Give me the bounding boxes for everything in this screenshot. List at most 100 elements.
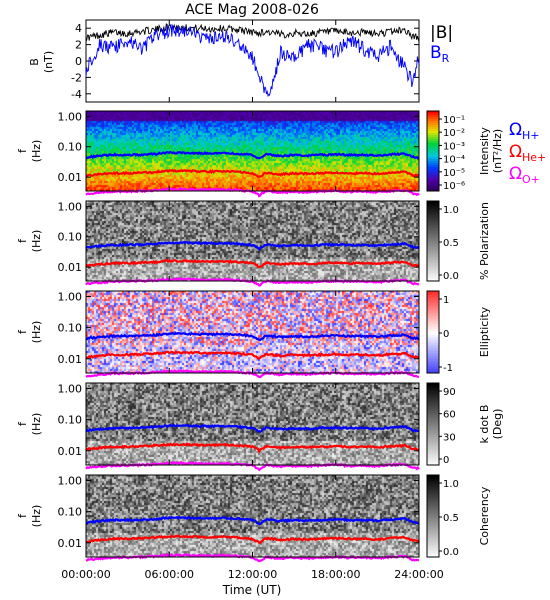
colorbar-cell — [427, 127, 439, 130]
colorbar-cell — [427, 293, 439, 296]
colorbar-cell — [427, 345, 439, 348]
colorbar-cell — [427, 319, 439, 322]
colorbar-cell — [427, 515, 439, 518]
panel-coherency: 0.01 0.10 1.00 f (Hz) 1.0 0.5 0.0 Coherency — [16, 474, 491, 563]
colorbar-cell — [427, 317, 439, 320]
colorbar-cell — [427, 147, 439, 150]
colorbar-cell — [427, 389, 439, 392]
legend-omega-O: ΩO+ — [509, 164, 540, 186]
colorbar-cell — [427, 453, 439, 456]
x-tick-label: 12:00:00 — [228, 568, 277, 581]
colorbar-cell — [427, 353, 439, 356]
spec-ytick-label: 0.01 — [58, 537, 83, 550]
colorbar-cell — [427, 445, 439, 448]
colorbar-cell — [427, 487, 439, 490]
colorbar-cell — [427, 315, 439, 318]
colorbar-cell — [427, 357, 439, 360]
spectrogram-3 — [86, 291, 419, 373]
colorbar-cell — [427, 207, 439, 210]
colorbar-cell — [427, 517, 439, 520]
colorbar-tick-label: 30 — [443, 432, 456, 443]
spec-ytick-label: 0.10 — [58, 322, 83, 335]
colorbar-cell — [427, 299, 439, 302]
colorbar-cell — [427, 275, 439, 278]
colorbar-cell — [427, 291, 439, 294]
colorbar-cell — [427, 295, 439, 298]
colorbar-cell — [427, 121, 439, 124]
colorbar-cell — [427, 403, 439, 406]
panel-kdotb: 0.01 0.10 1.00 f (Hz) 90 60 30 0 k dot B (Deg) — [16, 382, 504, 472]
colorbar-tick-label: 90 — [443, 387, 456, 398]
gyro-line-O-3 — [85, 368, 420, 379]
colorbar-cell — [427, 503, 439, 506]
colorbar-cell — [427, 219, 439, 222]
legend-omega-subscript: O+ — [522, 173, 540, 186]
colorbar-cell — [427, 129, 439, 132]
colorbar-tick-label: 0.5 — [443, 513, 459, 524]
colorbar-cell — [427, 237, 439, 240]
colorbar-cell — [427, 223, 439, 226]
colorbar-cell — [427, 247, 439, 250]
colorbar-cell — [427, 481, 439, 484]
colorbar-cell — [427, 429, 439, 432]
x-tick-label: 00:00:00 — [61, 568, 110, 581]
colorbar-cell — [427, 177, 439, 180]
colorbar-tick-label: 10⁻³ — [443, 141, 465, 152]
colorbar-unit: (Deg) — [491, 409, 504, 440]
colorbar-cell — [427, 249, 439, 252]
colorbar-frame-1 — [426, 110, 440, 192]
x-tick-label: 18:00:00 — [311, 568, 360, 581]
colorbar-cell — [427, 327, 439, 330]
colorbar-cell — [427, 421, 439, 424]
colorbar-cell — [427, 185, 439, 188]
colorbar-cell — [427, 215, 439, 218]
colorbar-cell — [427, 243, 439, 246]
colorbar-cell — [427, 347, 439, 350]
colorbar-cell — [427, 475, 439, 478]
colorbar-cell — [427, 277, 439, 280]
spec-ytick-label: 0.01 — [58, 353, 83, 366]
colorbar-cell — [427, 483, 439, 486]
colorbar-cell — [427, 543, 439, 546]
spec-ytick-label: 0.01 — [58, 171, 83, 184]
colorbar-cell — [427, 325, 439, 328]
colorbar-cell — [427, 303, 439, 306]
gyro-line-H-3 — [85, 331, 420, 342]
colorbar-tick-label: 0.0 — [443, 547, 459, 558]
colorbar-cell — [427, 225, 439, 228]
colorbar-cell — [427, 259, 439, 262]
colorbar-unit: (nT²/Hz) — [491, 129, 504, 173]
colorbar-cell — [427, 479, 439, 482]
legend-b-r: BR — [430, 43, 450, 65]
panel-ellipticity: 0.01 0.10 1.00 f (Hz) 1 0 -1 Ellipticity — [16, 290, 491, 379]
colorbar-tick-label: -1 — [443, 363, 453, 374]
colorbar-cell — [427, 341, 439, 344]
panel-intensity: 0.01 0.10 1.00 f (Hz) 10⁻¹ 10⁻² 10⁻³ 10⁻⁴ 10⁻⁵ 10⁻… — [16, 110, 546, 198]
colorbar-cell — [427, 115, 439, 118]
colorbar-cell — [427, 409, 439, 412]
colorbar-cell — [427, 439, 439, 442]
colorbar-tick-label: 0.5 — [443, 238, 459, 249]
legend-b-magnitude: |B| — [430, 23, 453, 43]
colorbar-cell — [427, 251, 439, 254]
spectrogram-2 — [86, 201, 419, 281]
spec-ytick-label: 0.10 — [58, 414, 83, 427]
colorbar-cell — [427, 149, 439, 152]
colorbar-cell — [427, 501, 439, 504]
colorbar-cell — [427, 175, 439, 178]
colorbar-cell — [427, 217, 439, 220]
colorbar-tick-label: 0.0 — [443, 271, 459, 282]
colorbar-cell — [427, 253, 439, 256]
colorbar-cell — [427, 179, 439, 182]
gyro-line-H-1 — [85, 150, 420, 160]
colorbar-cell — [427, 447, 439, 450]
colorbar-cell — [427, 387, 439, 390]
colorbar-cell — [427, 499, 439, 502]
b-ytick-label: -2 — [71, 71, 82, 84]
spec-ytick-label: 1.00 — [58, 382, 83, 395]
colorbar-cell — [427, 477, 439, 480]
colorbar-cell — [427, 343, 439, 346]
x-tick-label: 06:00:00 — [145, 568, 194, 581]
colorbar-label: Ellipticity — [478, 306, 491, 357]
colorbar-cell — [427, 545, 439, 548]
